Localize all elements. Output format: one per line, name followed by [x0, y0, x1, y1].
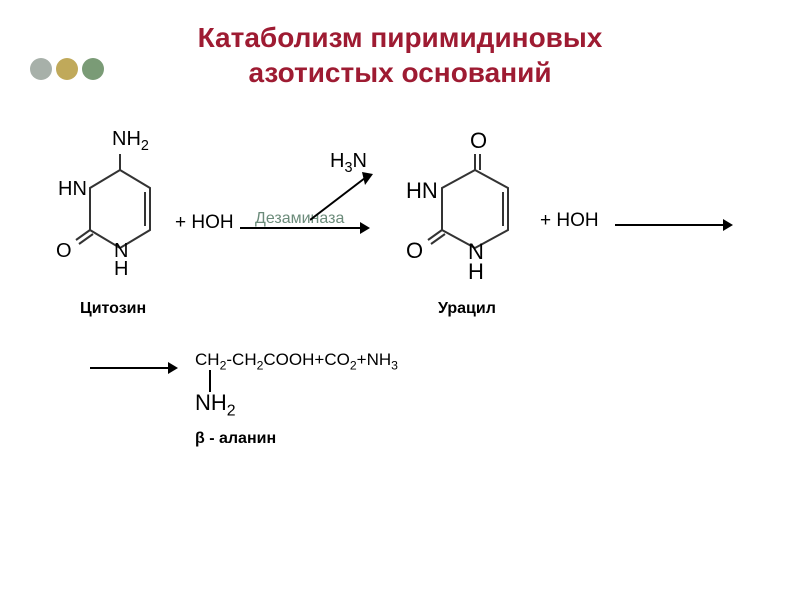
h3n-label: H3N	[330, 150, 367, 176]
uracil-name: Урацил	[438, 300, 496, 318]
cytosine-o: O	[56, 240, 72, 263]
beta-alanine-formula: CH2-CH2COOH+CO2+NH3	[195, 350, 398, 372]
cytosine-hn: HN	[58, 178, 87, 201]
cytosine-n: NH	[114, 242, 128, 278]
slide-title: Катаболизм пиримидиновых азотистых основ…	[0, 20, 800, 90]
uracil-o-left: O	[406, 238, 423, 264]
arrow-3	[90, 358, 180, 378]
beta-alanine-bond	[207, 370, 213, 392]
title-line1: Катаболизм пиримидиновых	[0, 20, 800, 55]
uracil-o-top: O	[470, 128, 487, 154]
cytosine-name: Цитозин	[80, 300, 146, 318]
beta-alanine-name: β - аланин	[195, 430, 276, 448]
arrow-h3n	[310, 170, 380, 225]
title-line2: азотистых оснований	[0, 55, 800, 90]
beta-alanine-nh2: NH2	[195, 390, 236, 420]
plus-hoh-2: + НОН	[540, 210, 599, 232]
arrow-2	[615, 215, 735, 235]
plus-hoh-1: + НОН	[175, 212, 234, 234]
uracil-hn: HN	[406, 178, 438, 204]
cytosine-nh2: NH2	[112, 128, 149, 154]
uracil-n: NH	[468, 242, 484, 282]
